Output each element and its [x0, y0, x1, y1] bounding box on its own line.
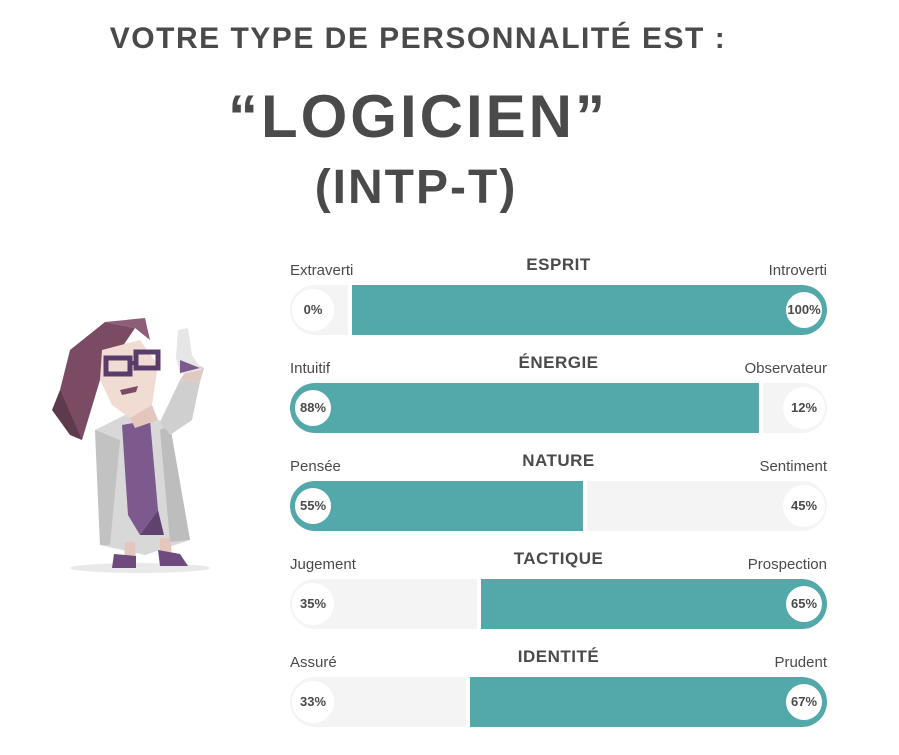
type-name: “LOGICIEN” — [227, 83, 608, 150]
scale-left-label: Intuitif — [290, 360, 331, 377]
scale-left-percent: 33% — [292, 681, 334, 723]
logician-character-illustration — [52, 318, 210, 573]
scale-right-percent: 45% — [783, 485, 825, 527]
scale-track: 33% 67% — [290, 677, 827, 727]
scale-track: 55% 45% — [290, 481, 827, 531]
scale-right-label: Sentiment — [759, 458, 827, 475]
scale-left-label: Assuré — [290, 654, 337, 671]
scale-energie: Intuitif ÉNERGIE Observateur 88% 12% — [290, 353, 827, 440]
scale-right-label: Observateur — [744, 360, 827, 377]
scale-right-label: Introverti — [768, 262, 827, 279]
scale-title: TACTIQUE — [513, 549, 604, 568]
scale-right-segment — [481, 579, 827, 629]
scale-tactique: Jugement TACTIQUE Prospection 35% 65% — [290, 549, 827, 636]
scale-track: 88% 12% — [290, 383, 827, 433]
scale-title: ÉNERGIE — [518, 353, 599, 372]
intro-heading: VOTRE TYPE DE PERSONNALITÉ EST : — [109, 22, 727, 55]
scale-right-percent: 12% — [783, 387, 825, 429]
scale-nature: Pensée NATURE Sentiment 55% 45% — [290, 451, 827, 538]
scale-left-label: Extraverti — [290, 262, 354, 279]
scale-left-percent: 0% — [292, 289, 334, 331]
scale-title: NATURE — [522, 451, 595, 470]
scale-left-label: Jugement — [290, 556, 356, 573]
scale-left-label: Pensée — [290, 458, 341, 475]
scale-right-label: Prospection — [747, 556, 827, 573]
scale-right-segment — [352, 285, 827, 335]
scale-identite: Assuré IDENTITÉ Prudent 33% 67% — [290, 647, 827, 734]
scale-track: 35% 65% — [290, 579, 827, 629]
scale-left-segment — [290, 481, 583, 531]
scale-left-segment — [290, 383, 759, 433]
scale-track: 0% 100% — [290, 285, 827, 335]
scale-title: ESPRIT — [526, 255, 591, 274]
scale-right-label: Prudent — [774, 654, 827, 671]
scale-esprit: Extraverti ESPRIT Introverti 0% 100% — [290, 255, 827, 342]
scale-right-percent: 100% — [783, 289, 825, 331]
scale-left-percent: 55% — [292, 485, 334, 527]
scale-left-percent: 35% — [292, 583, 334, 625]
scale-right-percent: 65% — [783, 583, 825, 625]
scale-title: IDENTITÉ — [517, 647, 600, 666]
scale-left-percent: 88% — [292, 387, 334, 429]
scale-right-percent: 67% — [783, 681, 825, 723]
type-code: (INTP-T) — [314, 161, 518, 214]
scale-right-segment — [470, 677, 827, 727]
